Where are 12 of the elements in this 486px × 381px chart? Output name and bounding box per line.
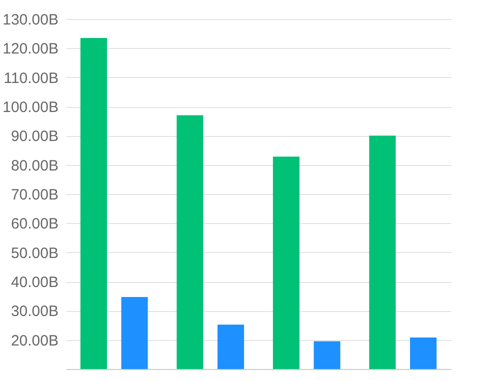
y-tick-label: 130.00B xyxy=(2,12,58,28)
y-tick-label: 120.00B xyxy=(2,40,58,58)
y-tick-label: 90.00B xyxy=(10,128,58,146)
y-tick-label: 20.00B xyxy=(10,332,58,350)
y-tick-label: 40.00B xyxy=(10,274,58,291)
y-tick-label: 80.00B xyxy=(10,157,58,174)
y-tick-label: 30.00B xyxy=(10,303,58,320)
y-tick-label: 50.00B xyxy=(10,244,58,262)
y-tick-label: 110.00B xyxy=(4,70,58,87)
y-tick-label: 100.00B xyxy=(2,99,58,116)
y-tick-label: 70.00B xyxy=(10,186,58,204)
y-tick-label: 60.00B xyxy=(10,216,58,233)
